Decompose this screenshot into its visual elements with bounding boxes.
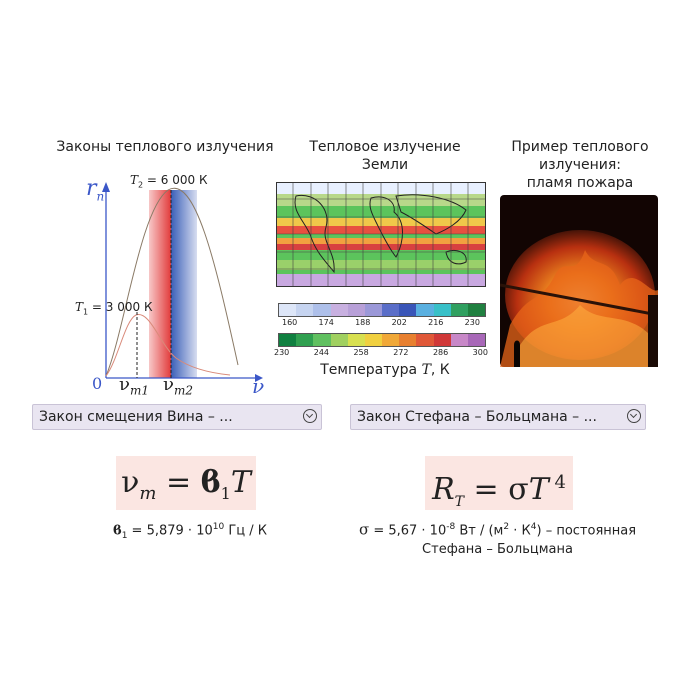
temperature-label: Температура T, К <box>320 362 450 378</box>
wien-formula: νm = ϐ1T <box>116 456 256 510</box>
fire-caption: Пример теплового излучения: пламя пожара <box>511 139 649 191</box>
wien-note: ϐ1 = 5,879 · 1010 Гц / К <box>113 522 267 541</box>
stefan-law-dropdown[interactable]: Закон Стефана – Больцмана – ... <box>350 404 646 430</box>
scale-bottom-labels: 230 244 258 272 286 300 <box>274 348 488 357</box>
earth-caption: Тепловое излучение Земли <box>309 139 461 173</box>
radiation-diagram <box>102 182 263 382</box>
curve-t2 <box>105 187 239 377</box>
y-axis-arrow-icon <box>102 182 110 192</box>
stefan-formula: RT = σT 4 <box>425 456 573 510</box>
t2-label: T2 = 6 000 К <box>130 173 208 190</box>
blue-band <box>171 190 197 378</box>
firefighter-silhouette <box>514 340 520 367</box>
vm1-label: νm1 <box>119 374 149 398</box>
wien-law-dropdown[interactable]: Закон смещения Вина – ... <box>32 404 322 430</box>
curve-t1 <box>105 314 231 377</box>
chevron-down-icon[interactable] <box>627 409 641 423</box>
stefan-note: σ = 5,67 · 10-8 Вт / (м2 · К4) – постоян… <box>358 520 637 558</box>
earth-map <box>276 182 486 287</box>
fire-photo <box>500 195 658 367</box>
x-axis-arrow-icon <box>255 374 263 382</box>
chevron-down-icon[interactable] <box>303 409 317 423</box>
t1-label: T1 = 3 000 К <box>75 300 153 317</box>
scale-top-bar <box>278 303 486 317</box>
scale-top-labels: 160 174 188 202 216 230 <box>282 318 480 327</box>
vm2-label: νm2 <box>163 374 193 398</box>
diagram-caption: Законы теплового излучения <box>56 139 274 155</box>
y-axis-label: rn <box>86 176 105 204</box>
red-band <box>149 190 171 378</box>
origin-label: 0 <box>92 374 103 393</box>
scale-bottom-bar <box>278 333 486 347</box>
x-axis-label: ν <box>252 374 265 398</box>
